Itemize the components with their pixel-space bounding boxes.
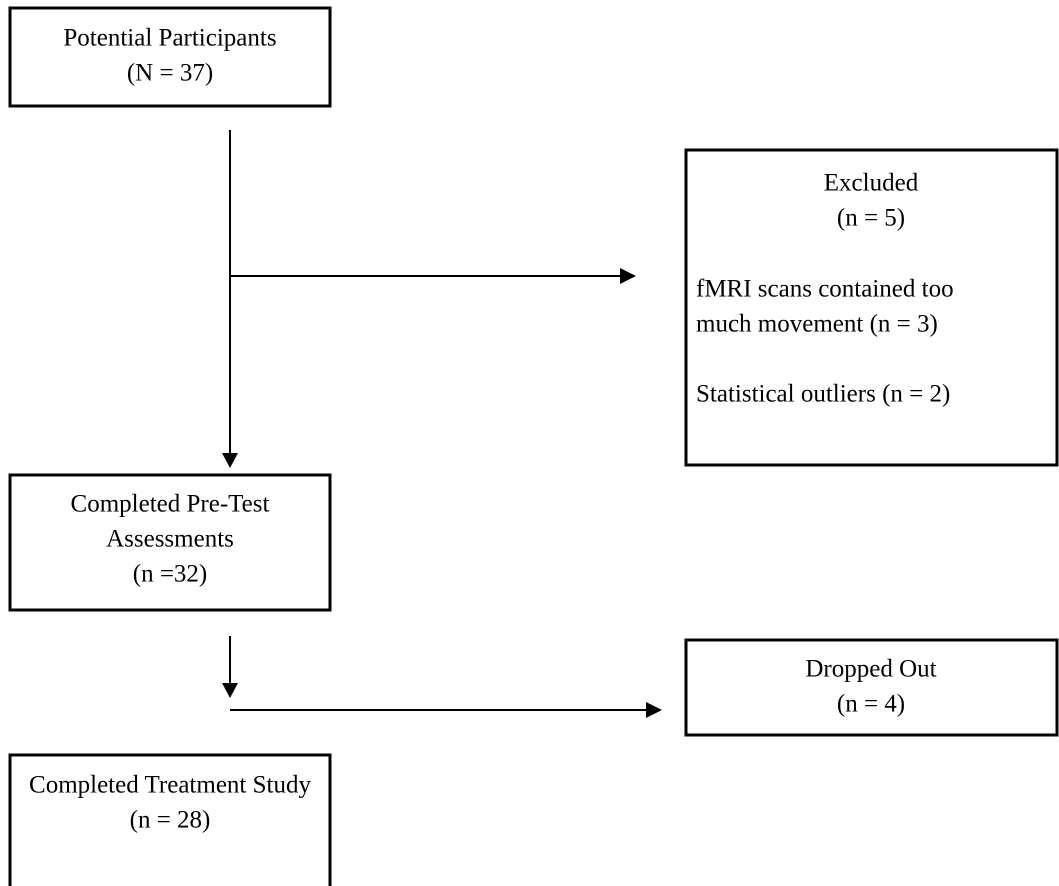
box [684, 148, 1059, 467]
arrowhead [222, 683, 238, 698]
box-text: (n =32) [133, 561, 208, 588]
arrowhead [222, 453, 238, 468]
box [8, 473, 332, 612]
box-text: Dropped Out [805, 656, 936, 683]
box-text: Completed Treatment Study [29, 772, 311, 799]
box [8, 753, 332, 886]
box-text: much movement (n = 3) [696, 311, 938, 338]
box-text: (n = 4) [837, 691, 905, 718]
arrowhead [620, 268, 636, 284]
box-text: Potential Participants [63, 25, 276, 52]
box-text: Completed Pre-Test [71, 491, 270, 518]
arrowhead [646, 702, 662, 718]
box [8, 6, 332, 108]
box-text: Assessments [106, 526, 234, 553]
box-text: Excluded [824, 170, 919, 197]
box-text: (n = 5) [837, 205, 905, 232]
box [684, 638, 1059, 737]
box-text: (N = 37) [127, 60, 213, 87]
box-text: (n = 28) [130, 807, 211, 834]
box-text: fMRI scans contained too [696, 276, 954, 303]
box-text: Statistical outliers (n = 2) [696, 381, 950, 408]
